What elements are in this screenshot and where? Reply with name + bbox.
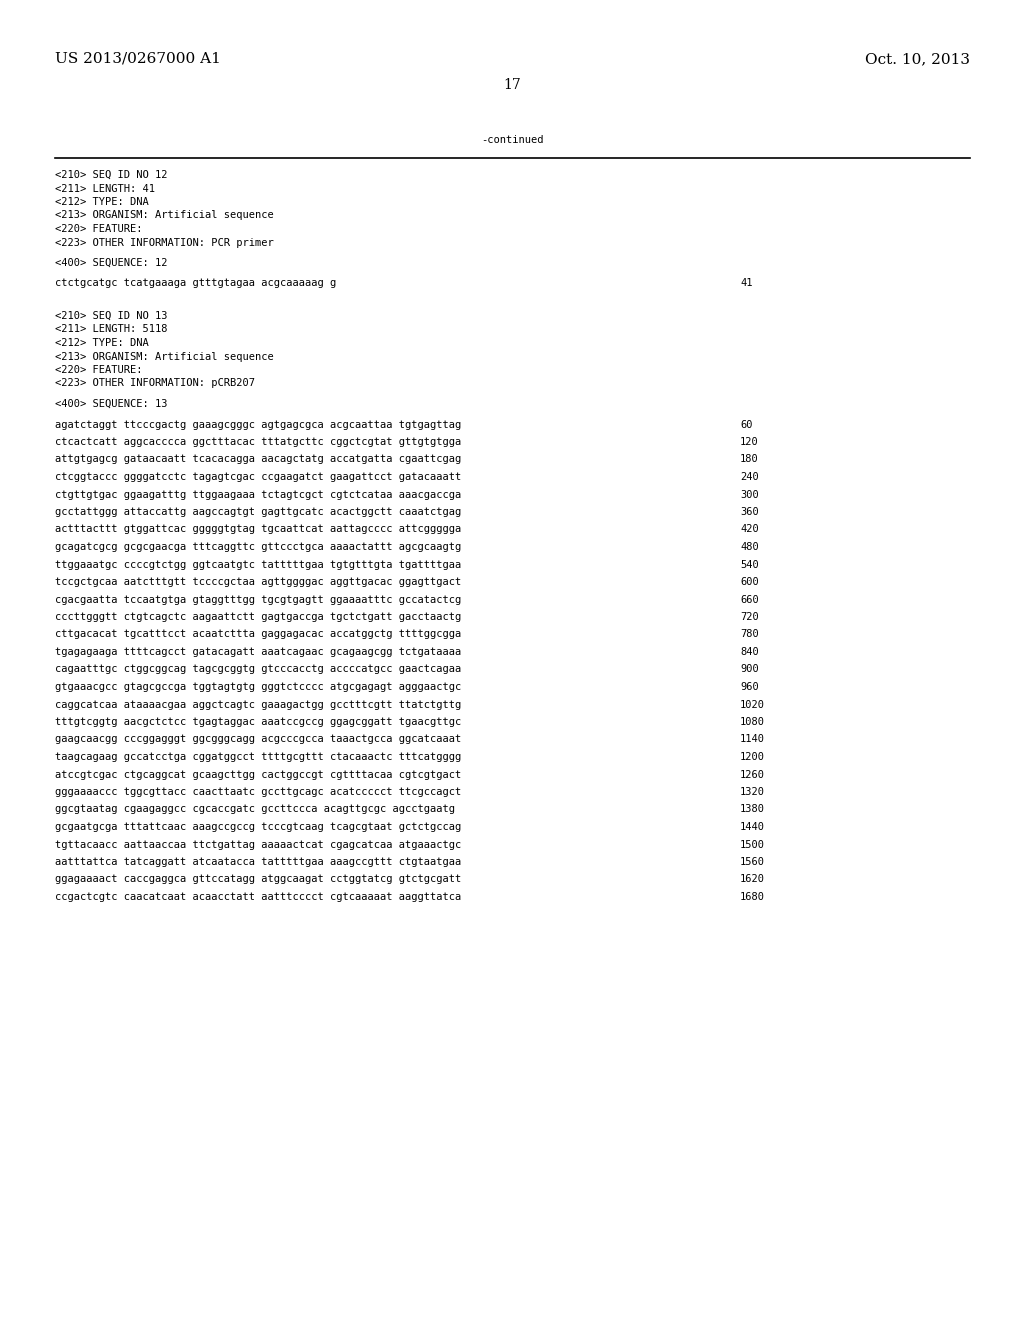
Text: 1560: 1560 <box>740 857 765 867</box>
Text: 17: 17 <box>503 78 521 92</box>
Text: tttgtcggtg aacgctctcc tgagtaggac aaatccgccg ggagcggatt tgaacgttgc: tttgtcggtg aacgctctcc tgagtaggac aaatccg… <box>55 717 461 727</box>
Text: <211> LENGTH: 5118: <211> LENGTH: 5118 <box>55 325 168 334</box>
Text: 60: 60 <box>740 420 753 429</box>
Text: 1320: 1320 <box>740 787 765 797</box>
Text: 900: 900 <box>740 664 759 675</box>
Text: <400> SEQUENCE: 13: <400> SEQUENCE: 13 <box>55 399 168 409</box>
Text: gaagcaacgg cccggagggt ggcgggcagg acgcccgcca taaactgcca ggcatcaaat: gaagcaacgg cccggagggt ggcgggcagg acgcccg… <box>55 734 461 744</box>
Text: actttacttt gtggattcac gggggtgtag tgcaattcat aattagcccc attcggggga: actttacttt gtggattcac gggggtgtag tgcaatt… <box>55 524 461 535</box>
Text: tccgctgcaa aatctttgtt tccccgctaa agttggggac aggttgacac ggagttgact: tccgctgcaa aatctttgtt tccccgctaa agttggg… <box>55 577 461 587</box>
Text: 600: 600 <box>740 577 759 587</box>
Text: <400> SEQUENCE: 12: <400> SEQUENCE: 12 <box>55 257 168 268</box>
Text: gcagatcgcg gcgcgaacga tttcaggttc gttccctgca aaaactattt agcgcaagtg: gcagatcgcg gcgcgaacga tttcaggttc gttccct… <box>55 543 461 552</box>
Text: cagaatttgc ctggcggcag tagcgcggtg gtcccacctg accccatgcc gaactcagaa: cagaatttgc ctggcggcag tagcgcggtg gtcccac… <box>55 664 461 675</box>
Text: <212> TYPE: DNA: <212> TYPE: DNA <box>55 197 148 207</box>
Text: ctctgcatgc tcatgaaaga gtttgtagaa acgcaaaaag g: ctctgcatgc tcatgaaaga gtttgtagaa acgcaaa… <box>55 279 336 289</box>
Text: <220> FEATURE:: <220> FEATURE: <box>55 224 142 234</box>
Text: 540: 540 <box>740 560 759 569</box>
Text: ccgactcgtc caacatcaat acaacctatt aatttcccct cgtcaaaaat aaggttatca: ccgactcgtc caacatcaat acaacctatt aatttcc… <box>55 892 461 902</box>
Text: caggcatcaa ataaaacgaa aggctcagtc gaaagactgg gcctttcgtt ttatctgttg: caggcatcaa ataaaacgaa aggctcagtc gaaagac… <box>55 700 461 710</box>
Text: 1620: 1620 <box>740 874 765 884</box>
Text: 1680: 1680 <box>740 892 765 902</box>
Text: ggagaaaact caccgaggca gttccatagg atggcaagat cctggtatcg gtctgcgatt: ggagaaaact caccgaggca gttccatagg atggcaa… <box>55 874 461 884</box>
Text: agatctaggt ttcccgactg gaaagcgggc agtgagcgca acgcaattaa tgtgagttag: agatctaggt ttcccgactg gaaagcgggc agtgagc… <box>55 420 461 429</box>
Text: aatttattca tatcaggatt atcaatacca tatttttgaa aaagccgttt ctgtaatgaa: aatttattca tatcaggatt atcaatacca tattttt… <box>55 857 461 867</box>
Text: <210> SEQ ID NO 13: <210> SEQ ID NO 13 <box>55 312 168 321</box>
Text: ggcgtaatag cgaagaggcc cgcaccgatc gccttccca acagttgcgc agcctgaatg: ggcgtaatag cgaagaggcc cgcaccgatc gccttcc… <box>55 804 455 814</box>
Text: ctcactcatt aggcacccca ggctttacac tttatgcttc cggctcgtat gttgtgtgga: ctcactcatt aggcacccca ggctttacac tttatgc… <box>55 437 461 447</box>
Text: -continued: -continued <box>480 135 544 145</box>
Text: gggaaaaccc tggcgttacc caacttaatc gccttgcagc acatccccct ttcgccagct: gggaaaaccc tggcgttacc caacttaatc gccttgc… <box>55 787 461 797</box>
Text: <213> ORGANISM: Artificial sequence: <213> ORGANISM: Artificial sequence <box>55 351 273 362</box>
Text: Oct. 10, 2013: Oct. 10, 2013 <box>865 51 970 66</box>
Text: <211> LENGTH: 41: <211> LENGTH: 41 <box>55 183 155 194</box>
Text: 780: 780 <box>740 630 759 639</box>
Text: 1080: 1080 <box>740 717 765 727</box>
Text: gtgaaacgcc gtagcgccga tggtagtgtg gggtctcccc atgcgagagt agggaactgc: gtgaaacgcc gtagcgccga tggtagtgtg gggtctc… <box>55 682 461 692</box>
Text: <220> FEATURE:: <220> FEATURE: <box>55 366 142 375</box>
Text: attgtgagcg gataacaatt tcacacagga aacagctatg accatgatta cgaattcgag: attgtgagcg gataacaatt tcacacagga aacagct… <box>55 454 461 465</box>
Text: 1140: 1140 <box>740 734 765 744</box>
Text: 420: 420 <box>740 524 759 535</box>
Text: tgttacaacc aattaaccaa ttctgattag aaaaactcat cgagcatcaa atgaaactgc: tgttacaacc aattaaccaa ttctgattag aaaaact… <box>55 840 461 850</box>
Text: 1440: 1440 <box>740 822 765 832</box>
Text: 41: 41 <box>740 279 753 289</box>
Text: 660: 660 <box>740 594 759 605</box>
Text: <213> ORGANISM: Artificial sequence: <213> ORGANISM: Artificial sequence <box>55 210 273 220</box>
Text: 120: 120 <box>740 437 759 447</box>
Text: cgacgaatta tccaatgtga gtaggtttgg tgcgtgagtt ggaaaatttc gccatactcg: cgacgaatta tccaatgtga gtaggtttgg tgcgtga… <box>55 594 461 605</box>
Text: 1500: 1500 <box>740 840 765 850</box>
Text: 720: 720 <box>740 612 759 622</box>
Text: 240: 240 <box>740 473 759 482</box>
Text: taagcagaag gccatcctga cggatggcct ttttgcgttt ctacaaactc tttcatgggg: taagcagaag gccatcctga cggatggcct ttttgcg… <box>55 752 461 762</box>
Text: 840: 840 <box>740 647 759 657</box>
Text: <212> TYPE: DNA: <212> TYPE: DNA <box>55 338 148 348</box>
Text: 1260: 1260 <box>740 770 765 780</box>
Text: <223> OTHER INFORMATION: PCR primer: <223> OTHER INFORMATION: PCR primer <box>55 238 273 248</box>
Text: 960: 960 <box>740 682 759 692</box>
Text: 1020: 1020 <box>740 700 765 710</box>
Text: gcgaatgcga tttattcaac aaagccgccg tcccgtcaag tcagcgtaat gctctgccag: gcgaatgcga tttattcaac aaagccgccg tcccgtc… <box>55 822 461 832</box>
Text: 360: 360 <box>740 507 759 517</box>
Text: 480: 480 <box>740 543 759 552</box>
Text: <223> OTHER INFORMATION: pCRB207: <223> OTHER INFORMATION: pCRB207 <box>55 379 255 388</box>
Text: gcctattggg attaccattg aagccagtgt gagttgcatc acactggctt caaatctgag: gcctattggg attaccattg aagccagtgt gagttgc… <box>55 507 461 517</box>
Text: 180: 180 <box>740 454 759 465</box>
Text: cccttgggtt ctgtcagctc aagaattctt gagtgaccga tgctctgatt gacctaactg: cccttgggtt ctgtcagctc aagaattctt gagtgac… <box>55 612 461 622</box>
Text: 300: 300 <box>740 490 759 499</box>
Text: ctgttgtgac ggaagatttg ttggaagaaa tctagtcgct cgtctcataa aaacgaccga: ctgttgtgac ggaagatttg ttggaagaaa tctagtc… <box>55 490 461 499</box>
Text: US 2013/0267000 A1: US 2013/0267000 A1 <box>55 51 221 66</box>
Text: 1200: 1200 <box>740 752 765 762</box>
Text: 1380: 1380 <box>740 804 765 814</box>
Text: ttggaaatgc ccccgtctgg ggtcaatgtc tatttttgaa tgtgtttgta tgattttgaa: ttggaaatgc ccccgtctgg ggtcaatgtc tattttt… <box>55 560 461 569</box>
Text: cttgacacat tgcatttcct acaatcttta gaggagacac accatggctg ttttggcgga: cttgacacat tgcatttcct acaatcttta gaggaga… <box>55 630 461 639</box>
Text: atccgtcgac ctgcaggcat gcaagcttgg cactggccgt cgttttacaa cgtcgtgact: atccgtcgac ctgcaggcat gcaagcttgg cactggc… <box>55 770 461 780</box>
Text: ctcggtaccc ggggatcctc tagagtcgac ccgaagatct gaagattcct gatacaaatt: ctcggtaccc ggggatcctc tagagtcgac ccgaaga… <box>55 473 461 482</box>
Text: <210> SEQ ID NO 12: <210> SEQ ID NO 12 <box>55 170 168 180</box>
Text: tgagagaaga ttttcagcct gatacagatt aaatcagaac gcagaagcgg tctgataaaa: tgagagaaga ttttcagcct gatacagatt aaatcag… <box>55 647 461 657</box>
